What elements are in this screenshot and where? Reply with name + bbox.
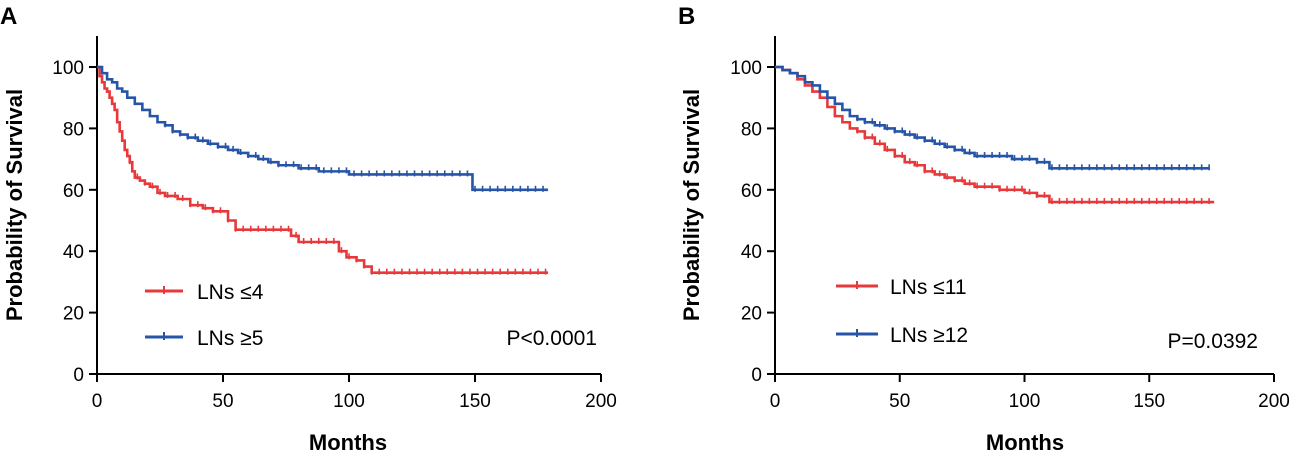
panel-a-x-tick-label-2: 100 xyxy=(333,391,365,412)
panel-b-x-tick-label-1: 50 xyxy=(889,391,910,412)
panel-b-y-tick-label-3: 60 xyxy=(741,181,762,202)
panel-a-y-tick-label-0: 0 xyxy=(73,365,84,386)
panel-b-x-axis-title: Months xyxy=(986,430,1064,455)
panel-a-x-tick-label-1: 50 xyxy=(212,391,233,412)
panel-a-y-tick-label-4: 80 xyxy=(63,119,84,140)
panel-a-p-value: P<0.0001 xyxy=(506,327,597,350)
panel-b-y-tick-label-0: 0 xyxy=(751,365,762,386)
panel-a-series-1-curve xyxy=(97,65,549,274)
panel-b-legend-label-2: LNs ≥12 xyxy=(890,324,968,347)
panel-b-y-tick-label-4: 80 xyxy=(741,119,762,140)
panel-b-y-tick-label-5: 100 xyxy=(730,58,762,79)
panel-b-label: B xyxy=(678,3,695,30)
panel-a-x-tick-label-4: 200 xyxy=(585,391,617,412)
panel-a-y-tick-label-3: 60 xyxy=(63,181,84,202)
panel-a-y-tick-label-1: 20 xyxy=(63,304,84,325)
panel-b-y-axis-title: Probability of Survival xyxy=(679,89,704,321)
panel-b-x-tick-label-0: 0 xyxy=(770,391,781,412)
panel-a-series-2-curve xyxy=(97,65,549,192)
panel-a-x-tick-label-0: 0 xyxy=(92,391,103,412)
panel-a-x-tick-label-3: 150 xyxy=(459,391,491,412)
panel-b-series-1-curve xyxy=(775,65,1215,204)
panel-b-legend-label-1: LNs ≤11 xyxy=(890,276,967,299)
panel-a-y-tick-label-5: 100 xyxy=(52,58,84,79)
panel-a-label: A xyxy=(0,3,17,30)
panel-b-x-tick-label-2: 100 xyxy=(1009,391,1041,412)
panel-a-y-axis-title: Probability of Survival xyxy=(2,89,27,321)
panel-b-y-tick-label-1: 20 xyxy=(741,304,762,325)
panel-a-legend-label-2: LNs ≥5 xyxy=(197,327,263,350)
panel-a-y-tick-label-2: 40 xyxy=(63,242,84,263)
panel-b-x-tick-label-3: 150 xyxy=(1133,391,1165,412)
panel-b-series-2-curve xyxy=(775,65,1210,170)
panel-b-p-value: P=0.0392 xyxy=(1167,330,1258,353)
panel-a-legend-label-1: LNs ≤4 xyxy=(197,281,264,304)
panel-b-x-tick-label-4: 200 xyxy=(1258,391,1290,412)
panel-a-x-axis-title: Months xyxy=(309,430,387,455)
panel-b-y-tick-label-2: 40 xyxy=(741,242,762,263)
